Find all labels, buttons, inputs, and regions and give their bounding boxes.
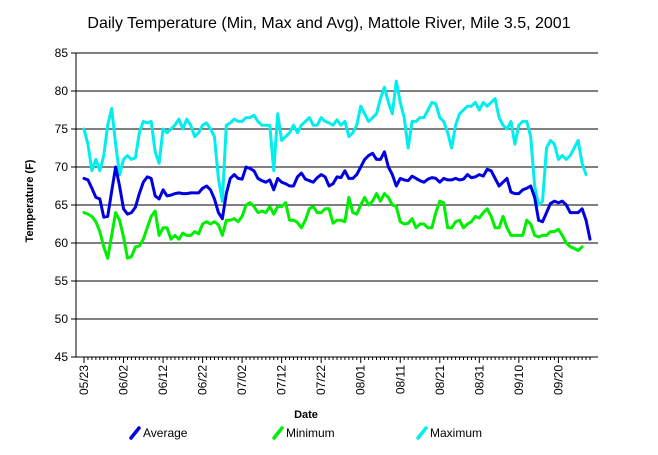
x-tick-label-10: 08/31 [472,365,486,395]
legend-swatch-minimum [272,426,284,440]
y-tick-label-0: 45 [55,350,69,364]
y-tick-label-3: 60 [55,236,69,250]
legend-swatch-average [129,426,141,440]
x-axis-title: Date [294,409,318,421]
y-tick-label-7: 80 [55,84,69,98]
y-tick-label-6: 75 [55,122,69,136]
x-tick-label-3: 06/22 [196,365,210,395]
y-tick-label-5: 70 [55,160,69,174]
y-axis-title: Temperature (F) [24,159,36,242]
series-line-minimum [82,192,584,260]
x-axis-ticks: 05/23 06/02 06/12 06/22 07/02 07/12 07/22 08/01… [77,357,591,395]
legend-swatch-maximum [416,426,428,440]
series-lines [82,79,592,260]
x-tick-label-2: 06/12 [156,365,170,395]
x-tick-label-12: 09/20 [551,365,565,395]
legend: Average Minimum Maximum [129,426,482,440]
legend-label-maximum: Maximum [430,426,482,440]
y-tick-label-2: 55 [55,274,69,288]
y-tick-label-1: 50 [55,312,69,326]
series-line-maximum [82,79,588,207]
chart-title: Daily Temperature (Min, Max and Avg), Ma… [87,15,570,32]
x-tick-label-9: 08/21 [433,365,447,395]
x-tick-label-6: 07/22 [314,365,328,395]
x-tick-label-4: 07/02 [235,365,249,395]
legend-label-minimum: Minimum [286,426,335,440]
x-tick-label-7: 08/01 [354,365,368,395]
y-tick-label-4: 65 [55,198,69,212]
x-tick-label-0: 05/23 [77,365,91,395]
x-tick-label-5: 07/12 [275,365,289,395]
x-tick-label-8: 08/11 [393,365,407,394]
series-line-average [82,150,592,241]
y-axis-ticks: 45 50 55 60 65 70 75 80 85 [55,46,76,364]
y-tick-label-8: 85 [55,46,69,60]
x-tick-label-1: 06/02 [117,365,131,395]
x-tick-label-11: 09/10 [512,365,526,395]
legend-label-average: Average [143,426,188,440]
